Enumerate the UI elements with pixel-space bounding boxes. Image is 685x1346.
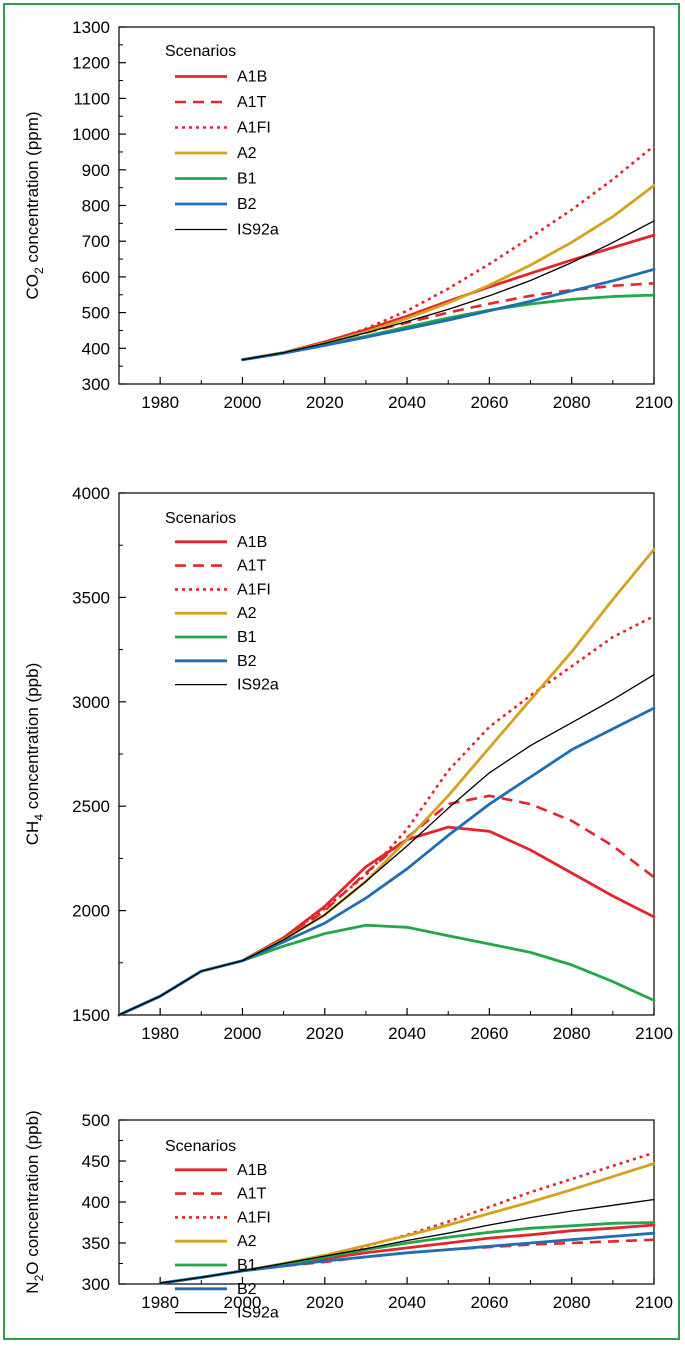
legend-label-a2: A2 [237,1233,257,1250]
y-tick-label: 2000 [72,902,110,921]
x-tick-label: 2100 [635,393,673,412]
y-tick-label: 1200 [72,54,110,73]
x-tick-label: 2040 [388,393,426,412]
x-tick-label: 1980 [141,1024,179,1043]
y-axis-label-rest: concentration (ppb) [23,663,42,814]
legend-label-is92a: IS92a [237,677,279,694]
legend-label-a1fi: A1FI [237,1209,271,1226]
x-tick-label: 2020 [306,1024,344,1043]
y-axis-label-main: CH [23,821,42,846]
legend-title: Scenarios [165,1138,236,1155]
series-line-a2 [117,548,656,1017]
x-tick-label: 2040 [388,1293,426,1312]
legend-label-b2: B2 [237,196,257,213]
y-tick-label: 300 [82,1275,110,1294]
x-tick-label: 2020 [306,1293,344,1312]
legend-label-b2: B2 [237,653,257,670]
legend-title: Scenarios [165,510,236,527]
x-tick-label: 2020 [306,393,344,412]
series-line-is92a [118,674,655,1016]
y-tick-label: 300 [82,375,110,394]
y-tick-label: 800 [82,197,110,216]
x-tick-label: 2060 [470,393,508,412]
series-line-a1fi [118,615,655,1017]
y-tick-label: 1100 [73,89,110,108]
series-line-a1fi [242,144,655,361]
series-line-a1t [118,794,655,1017]
y-tick-label: 400 [82,1193,110,1212]
x-tick-label: 2060 [470,1293,508,1312]
legend-label-a1b: A1B [237,534,267,551]
series-line-a2 [158,1162,656,1285]
legend-label-b1: B1 [237,171,257,188]
series-line-b2 [241,267,656,362]
y-tick-label: 500 [82,304,110,323]
chart-panel-3: 1980 2000 2020 2040 2060 2080 2100 300 350 400 450… [23,1110,673,1321]
y-axis-label-rest: O concentration (ppb) [23,1110,42,1274]
y-tick-label: 900 [82,161,110,180]
y-tick-label: 1300 [72,18,110,37]
legend-label-b2: B2 [237,1281,257,1298]
y-tick-label: 350 [82,1234,110,1253]
x-tick-label: 2060 [470,1024,508,1043]
series-line-a1fi [160,1151,655,1285]
legend-label-a1fi: A1FI [237,581,271,598]
y-axis-label-subscript: 4 [32,814,46,821]
y-axis-label-subscript: 2 [32,267,46,274]
legend-label-is92a: IS92a [237,1305,279,1322]
plot-area-border [118,492,655,1016]
y-tick-label: 600 [82,268,110,287]
y-tick-label: 3000 [72,693,110,712]
legend-title: Scenarios [165,43,236,60]
series-line-is92a [159,1198,655,1284]
x-tick-label: 2080 [553,1024,591,1043]
figure-frame [3,3,680,1340]
legend-label-a1b: A1B [237,69,267,86]
x-tick-label: 2100 [635,1024,673,1043]
legend-label-a2: A2 [237,605,257,622]
y-axis-label: N2O concentration (ppb) [23,1110,46,1293]
y-tick-label: 700 [82,232,110,251]
series-line-is92a [241,220,655,361]
series-line-b1 [117,923,656,1017]
legend-label-a1fi: A1FI [237,120,271,137]
x-tick-label: 2080 [553,393,591,412]
y-tick-label: 400 [82,339,110,358]
x-tick-label: 1980 [141,393,179,412]
x-tick-label: 2000 [224,1024,262,1043]
legend-label-a1t: A1T [237,94,267,111]
y-axis-label-rest: concentration (ppm) [23,111,42,267]
series-line-a1t [160,1238,655,1285]
x-tick-label: 1980 [141,1293,179,1312]
chart-panel-2: 1980 2000 2020 2040 2060 2080 2100 1500 2000 2500… [23,484,673,1043]
x-tick-label: 2080 [553,1293,591,1312]
x-tick-label: 2000 [224,393,262,412]
x-tick-label: 2040 [388,1024,426,1043]
y-tick-label: 2500 [72,797,110,816]
legend-label-is92a: IS92a [237,222,279,239]
legend-label-a2: A2 [237,145,257,162]
y-tick-label: 450 [82,1152,110,1171]
y-axis-label-subscript: 2 [32,1274,46,1281]
x-tick-label: 2000 [224,1293,262,1312]
legend-label-a1t: A1T [237,558,267,575]
y-axis-label: CH4 concentration (ppb) [23,663,46,845]
legend-label-a1b: A1B [237,1162,267,1179]
y-axis-label-main: CO [23,274,42,300]
chart-panel-1: 1980 2000 2020 2040 2060 2080 2100 300 400 500 600… [23,18,673,412]
series-line-a2 [241,184,656,362]
legend-label-a1t: A1T [237,1186,267,1203]
y-axis-label: CO2 concentration (ppm) [23,111,46,299]
y-tick-label: 1000 [72,125,110,144]
legend-label-b1: B1 [237,629,257,646]
x-tick-label: 2100 [635,1293,673,1312]
y-tick-label: 3500 [72,588,110,607]
y-tick-label: 500 [82,1111,110,1130]
legend-label-b1: B1 [237,1257,257,1274]
y-tick-label: 1500 [72,1006,110,1025]
y-axis-label-main: N [23,1281,42,1293]
y-tick-label: 4000 [72,484,110,503]
